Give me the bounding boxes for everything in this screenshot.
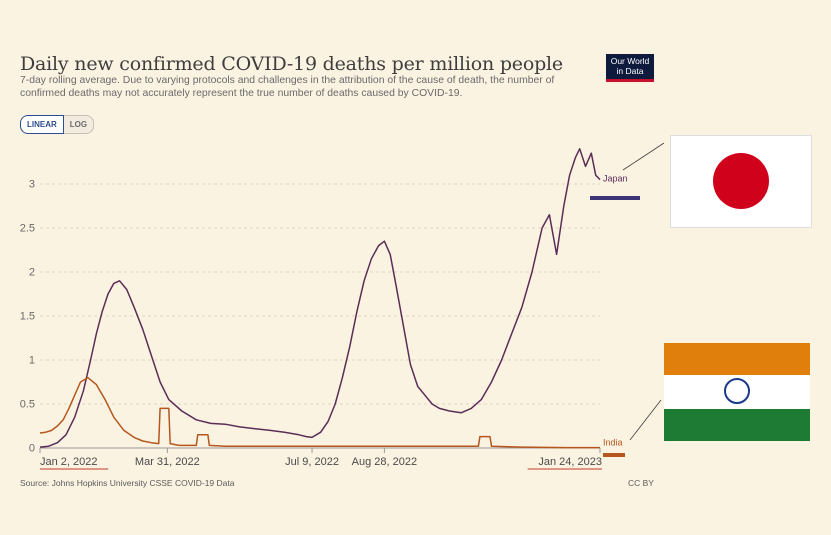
series-end-label-india: India [603, 438, 623, 448]
y-tick-label-1: 0.5 [20, 399, 35, 411]
license-link[interactable]: CC BY [628, 478, 654, 488]
japan-flag [670, 135, 812, 228]
india-flag-leader-line [630, 400, 661, 440]
ashoka-chakra-icon [724, 378, 750, 404]
line-chart: 0 0.5 1 1.5 2 2.5 3 Jan 2, 2022 Mar 31, 2022 Jul … [0, 0, 831, 535]
x-tick-label-1: Mar 31, 2022 [135, 456, 200, 468]
japan-flag-leader-line [623, 143, 664, 170]
x-tick-label-3: Aug 28, 2022 [352, 456, 417, 468]
series-line-india [40, 378, 600, 448]
y-tick-label-2: 1 [29, 355, 35, 367]
japan-legend-bar [590, 196, 640, 200]
india-flag [664, 343, 810, 441]
y-tick-label-0: 0 [29, 443, 35, 455]
japan-flag-sun-icon [713, 153, 769, 209]
x-tick-label-4: Jan 24, 2023 [538, 456, 602, 468]
source-note[interactable]: Source: Johns Hopkins University CSSE CO… [20, 478, 234, 488]
india-flag-saffron-band [664, 343, 810, 375]
y-tick-label-4: 2 [29, 267, 35, 279]
series-line-japan [40, 149, 600, 447]
y-tick-label-3: 1.5 [20, 311, 35, 323]
india-flag-green-band [664, 409, 810, 441]
series-end-label-japan: Japan [603, 174, 628, 184]
y-tick-label-5: 2.5 [20, 223, 35, 235]
x-tick-label-0: Jan 2, 2022 [40, 456, 98, 468]
india-flag-white-band [664, 375, 810, 409]
india-legend-bar [603, 453, 625, 457]
x-tick-label-2: Jul 9, 2022 [285, 456, 339, 468]
y-tick-label-6: 3 [29, 179, 35, 191]
